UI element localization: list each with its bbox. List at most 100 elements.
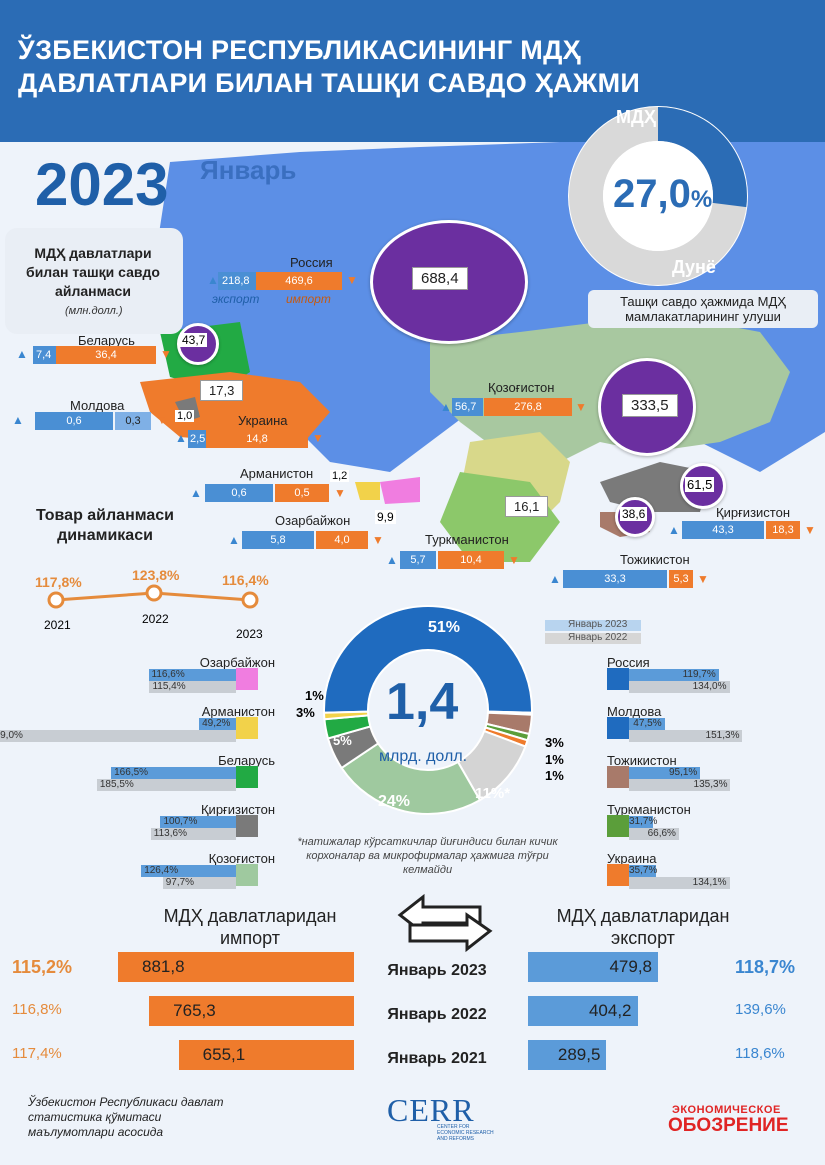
growth-country: Тожикистон — [607, 753, 677, 768]
footnote: *натижалар кўрсаткичлар йиғиндиси билан … — [297, 836, 558, 876]
azerbaijan-import: 4,0 — [316, 531, 368, 549]
arrow-down-icon: ▼ — [508, 553, 520, 567]
growth-bar-v2022: 66,6% — [629, 828, 679, 840]
turkmenistan-total: 16,1 — [505, 496, 549, 517]
cerr-logo: CERR — [387, 1092, 475, 1128]
growth-country: Туркманистон — [607, 802, 691, 817]
export-bar: 479,8 — [528, 952, 658, 982]
legend-2022-label: Январь 2022 — [568, 632, 628, 643]
growth-color-swatch — [607, 864, 629, 886]
arrow-up-icon: ▲ — [228, 533, 240, 547]
obozrenie-logo-bottom: ОБОЗРЕНИЕ — [668, 1115, 789, 1136]
export-growth: 118,7% — [735, 957, 796, 977]
tajikistan-import: 5,3 — [669, 570, 693, 588]
growth-bar-v2023: 95,1% — [629, 767, 701, 779]
growth-bar-v2022: 134,1% — [629, 877, 730, 889]
arrow-up-icon: ▲ — [549, 572, 561, 586]
growth-bar-v2023: 47,5% — [629, 718, 665, 730]
turkmenistan-import: 10,4 — [438, 551, 504, 569]
legend-unit: (млн.долл.) — [65, 305, 123, 317]
moldova-export: 0,6 — [35, 412, 113, 430]
country-belarus: Беларусь — [78, 333, 135, 348]
growth-country: Қозоғистон — [208, 851, 275, 866]
dyn-point-2023 — [241, 591, 259, 609]
ukraine-import: 14,8 — [206, 430, 308, 448]
kazakhstan-import: 276,8 — [484, 398, 572, 416]
export-label: экспорт — [212, 292, 260, 306]
growth-bar-v2022: 115,4% — [149, 681, 236, 693]
country-turkmenistan: Туркманистон — [425, 532, 509, 547]
arrow-up-icon: ▲ — [190, 486, 202, 500]
legend-2022-swatch — [545, 633, 641, 644]
arrow-down-icon: ▼ — [697, 572, 709, 586]
pie-slice-0 — [323, 604, 533, 714]
arrow-up-icon: ▲ — [16, 347, 28, 361]
pie-slice-6 — [340, 742, 482, 815]
arrow-up-icon: ▲ — [12, 413, 24, 427]
kazakhstan-bubble — [598, 358, 696, 456]
import-bar: 765,3 — [149, 996, 354, 1026]
growth-bar-v2023: 31,7% — [629, 816, 658, 828]
period-label: Январь 2022 — [387, 1006, 487, 1023]
arrow-up-icon: ▲ — [668, 523, 680, 537]
moldova-total: 1,0 — [175, 410, 195, 422]
growth-bar-v2023: 100,7% — [160, 816, 236, 828]
year-label: 2023 — [35, 151, 169, 218]
pie-label-kazakhstan: 24% — [378, 793, 411, 810]
pie-label-russia: 51% — [428, 619, 461, 636]
exchange-arrows-icon — [397, 893, 493, 953]
month-label: Январь — [200, 155, 297, 185]
growth-color-swatch — [607, 766, 629, 788]
country-kazakhstan: Қозоғистон — [488, 380, 555, 395]
growth-country: Арманистон — [201, 704, 275, 719]
pie-label-armenia: 1% — [305, 688, 324, 703]
kazakhstan-export: 56,7 — [452, 398, 483, 416]
dynamics-title: Товар айланмаси динамикаси — [36, 507, 174, 544]
growth-bar-v2022: 113,6% — [150, 828, 236, 840]
kyrgyzstan-export: 43,3 — [682, 521, 764, 539]
growth-bar-v2023: 166,5% — [111, 767, 236, 779]
export-title: МДҲ давлатларидан экспорт — [556, 906, 730, 948]
growth-bar-v2022: 134,0% — [629, 681, 730, 693]
country-azerbaijan: Озарбайжон — [275, 513, 351, 528]
dyn-year-2022: 2022 — [142, 612, 169, 626]
cis-label: МДҲ — [616, 107, 656, 127]
arrow-down-icon: ▼ — [312, 431, 324, 445]
pie-slice-9 — [323, 710, 370, 721]
cerr-logo-sub: CENTER FOR ECONOMIC RESEARCH AND REFORMS — [437, 1124, 494, 1142]
growth-bar-v2022: 185,5% — [96, 779, 236, 791]
obozrenie-logo-top: ЭКОНОМИЧЕСКОЕ — [672, 1104, 781, 1116]
arrow-down-icon: ▼ — [334, 486, 346, 500]
arrow-down-icon: ▼ — [575, 400, 587, 414]
growth-country: Украина — [607, 851, 657, 866]
growth-bar-v2023: 49,2% — [199, 718, 236, 730]
growth-country: Беларусь — [218, 753, 275, 768]
arrow-up-icon: ▲ — [386, 553, 398, 567]
turkmenistan-export: 5,7 — [400, 551, 436, 569]
growth-country: Қирғизистон — [200, 802, 275, 817]
page-title: ЎЗБЕКИСТОН РЕСПУБЛИКАСИНИНГ МДҲ ДАВЛАТЛА… — [18, 35, 641, 98]
cis-share-donut — [568, 106, 748, 286]
dyn-point-2021 — [47, 591, 65, 609]
arrow-up-icon: ▲ — [440, 400, 452, 414]
legend-title: МДҲ давлатлари билан ташқи савдо айланма… — [26, 245, 160, 299]
pie-label-belarus: 3% — [296, 705, 315, 720]
tajikistan-export: 33,3 — [563, 570, 667, 588]
growth-bar-v2023: 126,4% — [141, 865, 236, 877]
belarus-import: 36,4 — [56, 346, 156, 364]
dyn-year-2023: 2023 — [236, 627, 263, 641]
period-label: Январь 2023 — [387, 962, 487, 979]
export-growth: 139,6% — [735, 1001, 786, 1018]
structure-donut — [323, 604, 533, 815]
growth-color-swatch — [607, 815, 629, 837]
country-moldova: Молдова — [70, 398, 125, 413]
import-bar: 655,1 — [178, 1040, 354, 1070]
import-bar: 881,8 — [118, 952, 354, 982]
arrow-down-icon: ▼ — [346, 273, 358, 287]
growth-bar-v2022: 135,3% — [629, 779, 731, 791]
legend-box — [5, 228, 183, 334]
moldova-import: 0,3 — [115, 412, 151, 430]
growth-country: Россия — [607, 655, 650, 670]
growth-color-swatch — [236, 717, 258, 739]
belarus-export: 7,4 — [33, 346, 56, 364]
